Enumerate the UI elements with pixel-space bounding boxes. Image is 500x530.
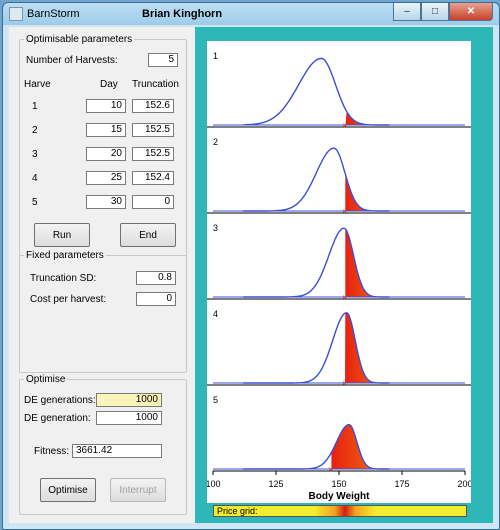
end-button[interactable]: End: [120, 223, 176, 247]
chart-area: 1 × 2 × 3 × 4 × 5 × 100 125 150 175 200 Body Weight: [205, 41, 473, 503]
truncation-sd-input[interactable]: 0.8: [136, 271, 176, 285]
truncated-tail-area: [331, 424, 390, 469]
de-generation-value: 1000: [96, 411, 162, 425]
optimise-button[interactable]: Optimise: [40, 478, 96, 502]
x-tick-label: 150: [331, 479, 346, 489]
optimise-group: Optimise DE generations: 1000 DE generat…: [19, 374, 187, 515]
caption-buttons: – □ ✕: [393, 3, 493, 21]
harvest-number: 3: [32, 149, 38, 160]
truncated-tail-area: [345, 173, 390, 211]
x-tick-label: 125: [268, 479, 283, 489]
num-harvests-input[interactable]: 5: [148, 53, 178, 67]
group-title: Optimisable parameters: [24, 34, 135, 45]
col-truncation-header: Truncation: [132, 79, 179, 90]
day-input[interactable]: 30: [86, 195, 126, 209]
truncation-marker: ×: [343, 121, 348, 130]
fitness-value: 3661.42: [72, 444, 162, 458]
cost-per-harvest-input[interactable]: 0: [136, 292, 176, 306]
de-generations-input[interactable]: 1000: [96, 393, 162, 407]
x-axis-label: Body Weight: [309, 491, 371, 502]
price-grid-label: Price grid:: [217, 506, 258, 516]
distribution-curve: [243, 227, 390, 298]
x-tick-label: 175: [394, 479, 409, 489]
truncation-marker: ×: [342, 379, 347, 388]
panel-label: 1: [213, 51, 218, 61]
interrupt-button: Interrupt: [110, 478, 166, 502]
harvest-number: 1: [32, 101, 38, 112]
col-day-header: Day: [100, 79, 118, 90]
group-title: Fixed parameters: [24, 250, 106, 261]
harvest-number: 5: [32, 197, 38, 208]
harvest-number: 4: [32, 173, 38, 184]
panel-label: 5: [213, 395, 218, 405]
distribution-curve: [243, 423, 390, 470]
distribution-curve: [243, 147, 390, 212]
author-name: Brian Kinghorn: [142, 8, 223, 20]
fixed-parameters-group: Fixed parameters Truncation SD: 0.8 Cost…: [19, 250, 187, 373]
num-harvests-label: Number of Harvests:: [26, 55, 118, 66]
minimize-icon: –: [404, 6, 410, 17]
truncation-input[interactable]: 152.4: [132, 171, 174, 185]
title-bar[interactable]: BarnStorm Brian Kinghorn – □ ✕: [3, 3, 499, 25]
truncation-marker: ×: [342, 207, 347, 216]
close-icon: ✕: [466, 6, 476, 17]
client-area: Optimisable parameters Number of Harvest…: [9, 27, 493, 523]
truncated-tail-area: [345, 228, 390, 297]
truncation-sd-label: Truncation SD:: [30, 273, 97, 284]
control-panel: Optimisable parameters Number of Harvest…: [9, 27, 195, 523]
distribution-chart: 1 × 2 × 3 × 4 × 5 × 100 125 150 175 200 Body Weight: [205, 51, 472, 502]
x-tick-label: 100: [207, 479, 221, 489]
col-harvest-header: Harve: [24, 79, 51, 90]
de-generation-label: DE generation:: [24, 413, 91, 424]
truncated-tail-area: [345, 312, 390, 383]
harvest-number: 2: [32, 125, 38, 136]
de-generations-label: DE generations:: [24, 395, 96, 406]
panel-label: 4: [213, 309, 218, 319]
day-input[interactable]: 25: [86, 171, 126, 185]
minimize-button[interactable]: –: [393, 3, 421, 21]
x-tick-label: 200: [457, 479, 471, 489]
price-grid-bar: Price grid:: [213, 505, 467, 517]
day-input[interactable]: 15: [86, 123, 126, 137]
truncation-input[interactable]: 0: [132, 195, 174, 209]
truncated-tail-area: [345, 111, 390, 125]
panel-label: 3: [213, 223, 218, 233]
truncation-marker: ×: [328, 465, 333, 474]
window-title: BarnStorm: [27, 8, 80, 20]
panel-label: 2: [213, 137, 218, 147]
day-input[interactable]: 20: [86, 147, 126, 161]
distribution-curve: [243, 311, 390, 384]
distribution-curve: [243, 57, 390, 126]
optimisable-parameters-group: Optimisable parameters Number of Harvest…: [19, 34, 187, 261]
app-icon: [9, 7, 23, 21]
close-button[interactable]: ✕: [449, 3, 493, 21]
cost-per-harvest-label: Cost per harvest:: [30, 294, 107, 305]
day-input[interactable]: 10: [86, 99, 126, 113]
maximize-button[interactable]: □: [421, 3, 449, 21]
truncation-input[interactable]: 152.5: [132, 147, 174, 161]
group-title: Optimise: [24, 374, 68, 385]
maximize-icon: □: [431, 6, 439, 17]
truncation-input[interactable]: 152.5: [132, 123, 174, 137]
truncation-input[interactable]: 152.6: [132, 99, 174, 113]
run-button[interactable]: Run: [34, 223, 90, 247]
fitness-label: Fitness:: [34, 446, 70, 457]
truncation-marker: ×: [342, 293, 347, 302]
